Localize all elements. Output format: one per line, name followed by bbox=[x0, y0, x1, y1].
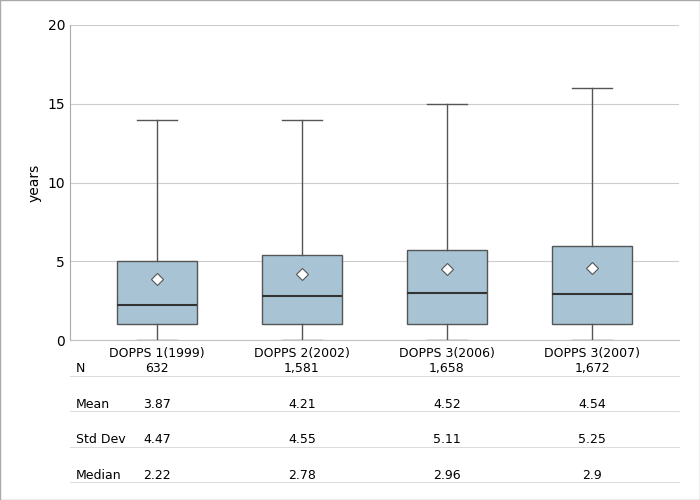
Text: 2.22: 2.22 bbox=[144, 468, 171, 481]
Y-axis label: years: years bbox=[28, 164, 42, 202]
PathPatch shape bbox=[117, 261, 197, 324]
Text: 4.55: 4.55 bbox=[288, 433, 316, 446]
Text: 1,672: 1,672 bbox=[574, 362, 610, 375]
Text: 4.47: 4.47 bbox=[143, 433, 171, 446]
Text: 5.25: 5.25 bbox=[578, 433, 606, 446]
Text: 2.9: 2.9 bbox=[582, 468, 602, 481]
PathPatch shape bbox=[552, 246, 632, 324]
Text: 2.78: 2.78 bbox=[288, 468, 316, 481]
Text: 632: 632 bbox=[145, 362, 169, 375]
PathPatch shape bbox=[262, 255, 342, 324]
Text: 3.87: 3.87 bbox=[143, 398, 171, 410]
Text: N: N bbox=[76, 362, 85, 375]
Text: 4.52: 4.52 bbox=[433, 398, 461, 410]
Text: 2.96: 2.96 bbox=[433, 468, 461, 481]
Text: 4.21: 4.21 bbox=[288, 398, 316, 410]
PathPatch shape bbox=[407, 250, 487, 324]
Text: Mean: Mean bbox=[76, 398, 110, 410]
Text: 4.54: 4.54 bbox=[578, 398, 606, 410]
Text: Std Dev: Std Dev bbox=[76, 433, 126, 446]
Text: 5.11: 5.11 bbox=[433, 433, 461, 446]
Text: 1,658: 1,658 bbox=[429, 362, 465, 375]
Text: Median: Median bbox=[76, 468, 122, 481]
Text: 1,581: 1,581 bbox=[284, 362, 320, 375]
